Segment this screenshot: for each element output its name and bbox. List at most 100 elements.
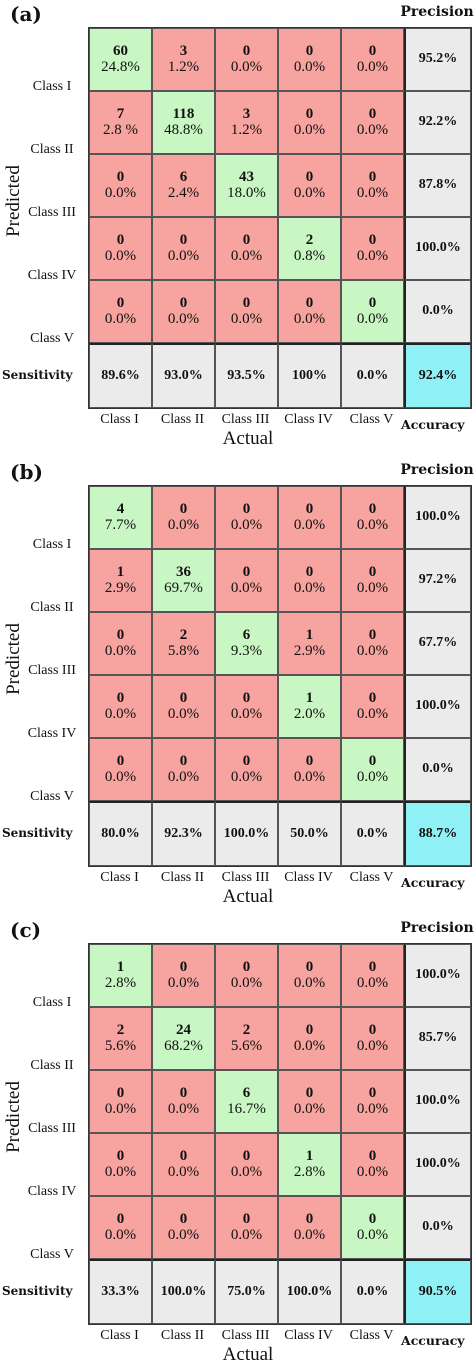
cell-count: 0 <box>242 563 251 580</box>
matrix-cell-error: 0 0.0% <box>215 1133 278 1196</box>
cell-count: 0 <box>305 563 314 580</box>
matrix-cell-error: 0 0.0% <box>89 738 152 801</box>
cell-count: 0 <box>179 231 188 248</box>
cell-count: 4 <box>116 500 125 517</box>
matrix-cell-error: 0 0.0% <box>278 1196 341 1259</box>
cell-count: 0 <box>242 294 251 311</box>
cell-count: 0 <box>305 168 314 185</box>
cell-count: 3 <box>242 105 251 122</box>
matrix-cell-error: 2 5.6% <box>89 1007 152 1070</box>
cell-count: 0 <box>305 958 314 975</box>
cell-percent: 0.0% <box>356 705 389 722</box>
cell-percent: 0.0% <box>104 184 137 201</box>
cell-percent: 0.0% <box>356 516 389 533</box>
cell-percent: 0.0% <box>293 1037 326 1054</box>
cell-percent: 0.0% <box>293 1226 326 1243</box>
matrix-cell-correct: 36 69.7% <box>152 549 215 612</box>
row-label: Class V <box>30 789 74 804</box>
column-label: Class V <box>349 412 394 427</box>
row-label: Class I <box>32 995 72 1010</box>
cell-percent: 68.2% <box>164 1037 203 1054</box>
cell-percent: 0.0% <box>293 121 326 138</box>
cell-percent: 18.0% <box>227 184 266 201</box>
cell-percent: 0.0% <box>293 516 326 533</box>
matrix-cell-error: 0 0.0% <box>278 91 341 154</box>
cell-count: 0 <box>305 1084 314 1101</box>
sensitivity-label: Sensitivity <box>2 1284 73 1298</box>
cell-percent: 0.0% <box>356 247 389 264</box>
matrix-cell-error: 0 0.0% <box>341 549 404 612</box>
cell-percent: 0.0% <box>293 579 326 596</box>
matrix-cell-correct: 1 2.8% <box>89 944 152 1007</box>
cell-count: 0 <box>116 294 125 311</box>
cell-count: 0 <box>368 1210 377 1227</box>
confusion-matrix-grid: 4 7.7% 0 0.0% 0 0.0% 0 0.0% 0 0.0% 100.0% 1 2.9% 36 69… <box>88 485 472 867</box>
precision-value: 0.0% <box>404 1196 471 1259</box>
cell-count: 0 <box>368 689 377 706</box>
precision-value: 100.0% <box>404 217 471 280</box>
matrix-cell-error: 0 0.0% <box>278 738 341 801</box>
sensitivity-value: 0.0% <box>341 1259 404 1324</box>
row-label: Class II <box>30 142 74 157</box>
matrix-cell-error: 2 5.8% <box>152 612 215 675</box>
cell-percent: 0.0% <box>104 310 137 327</box>
cell-percent: 0.0% <box>104 1100 137 1117</box>
row-label: Class V <box>30 331 74 346</box>
row-label: Class I <box>32 537 72 552</box>
cell-count: 0 <box>116 1210 125 1227</box>
matrix-cell-error: 0 0.0% <box>278 944 341 1007</box>
cell-count: 2 <box>179 626 188 643</box>
cell-count: 0 <box>305 1210 314 1227</box>
matrix-cell-error: 0 0.0% <box>152 1133 215 1196</box>
matrix-cell-error: 1 2.9% <box>89 549 152 612</box>
row-label: Class III <box>28 1121 76 1136</box>
column-label: Class I <box>100 412 139 427</box>
cell-percent: 0.0% <box>230 1163 263 1180</box>
column-label: Class III <box>221 412 270 427</box>
cell-percent: 0.0% <box>356 1163 389 1180</box>
cell-count: 1 <box>305 689 314 706</box>
cell-count: 0 <box>242 958 251 975</box>
cell-count: 0 <box>305 1021 314 1038</box>
column-label: Class IV <box>284 1328 333 1343</box>
cell-percent: 0.8% <box>293 247 326 264</box>
matrix-cell-error: 0 0.0% <box>215 217 278 280</box>
cell-count: 0 <box>368 1021 377 1038</box>
row-label: Class IV <box>27 1184 77 1199</box>
matrix-cell-correct: 0 0.0% <box>341 280 404 343</box>
cell-percent: 5.6% <box>230 1037 263 1054</box>
cell-count: 0 <box>368 1084 377 1101</box>
cell-count: 0 <box>368 563 377 580</box>
matrix-cell-error: 0 0.0% <box>215 944 278 1007</box>
cell-count: 0 <box>116 1084 125 1101</box>
cell-percent: 9.3% <box>230 642 263 659</box>
matrix-cell-error: 0 0.0% <box>152 1196 215 1259</box>
cell-percent: 2.8 % <box>103 121 138 138</box>
cell-count: 0 <box>179 752 188 769</box>
x-axis-label: Actual <box>222 886 274 907</box>
sensitivity-value: 75.0% <box>215 1259 278 1324</box>
cell-percent: 0.0% <box>293 184 326 201</box>
matrix-cell-error: 0 0.0% <box>341 486 404 549</box>
matrix-cell-error: 0 0.0% <box>341 91 404 154</box>
matrix-cell-error: 0 0.0% <box>152 675 215 738</box>
column-label: Class II <box>160 412 205 427</box>
accuracy-label: Accuracy <box>401 1333 465 1348</box>
cell-percent: 0.0% <box>356 310 389 327</box>
precision-value: 67.7% <box>404 612 471 675</box>
cell-percent: 0.0% <box>167 768 200 785</box>
cell-percent: 16.7% <box>227 1100 266 1117</box>
cell-count: 0 <box>368 626 377 643</box>
matrix-cell-error: 0 0.0% <box>341 154 404 217</box>
cell-count: 0 <box>305 752 314 769</box>
cell-percent: 24.8% <box>101 58 140 75</box>
cell-percent: 2.0% <box>293 705 326 722</box>
cell-count: 0 <box>179 958 188 975</box>
matrix-cell-correct: 4 7.7% <box>89 486 152 549</box>
cell-percent: 0.0% <box>167 1226 200 1243</box>
cell-percent: 0.0% <box>167 516 200 533</box>
cell-percent: 7.7% <box>104 516 137 533</box>
column-label: Class V <box>349 1328 394 1343</box>
cell-percent: 2.4% <box>167 184 200 201</box>
precision-header: Precision <box>400 462 474 478</box>
